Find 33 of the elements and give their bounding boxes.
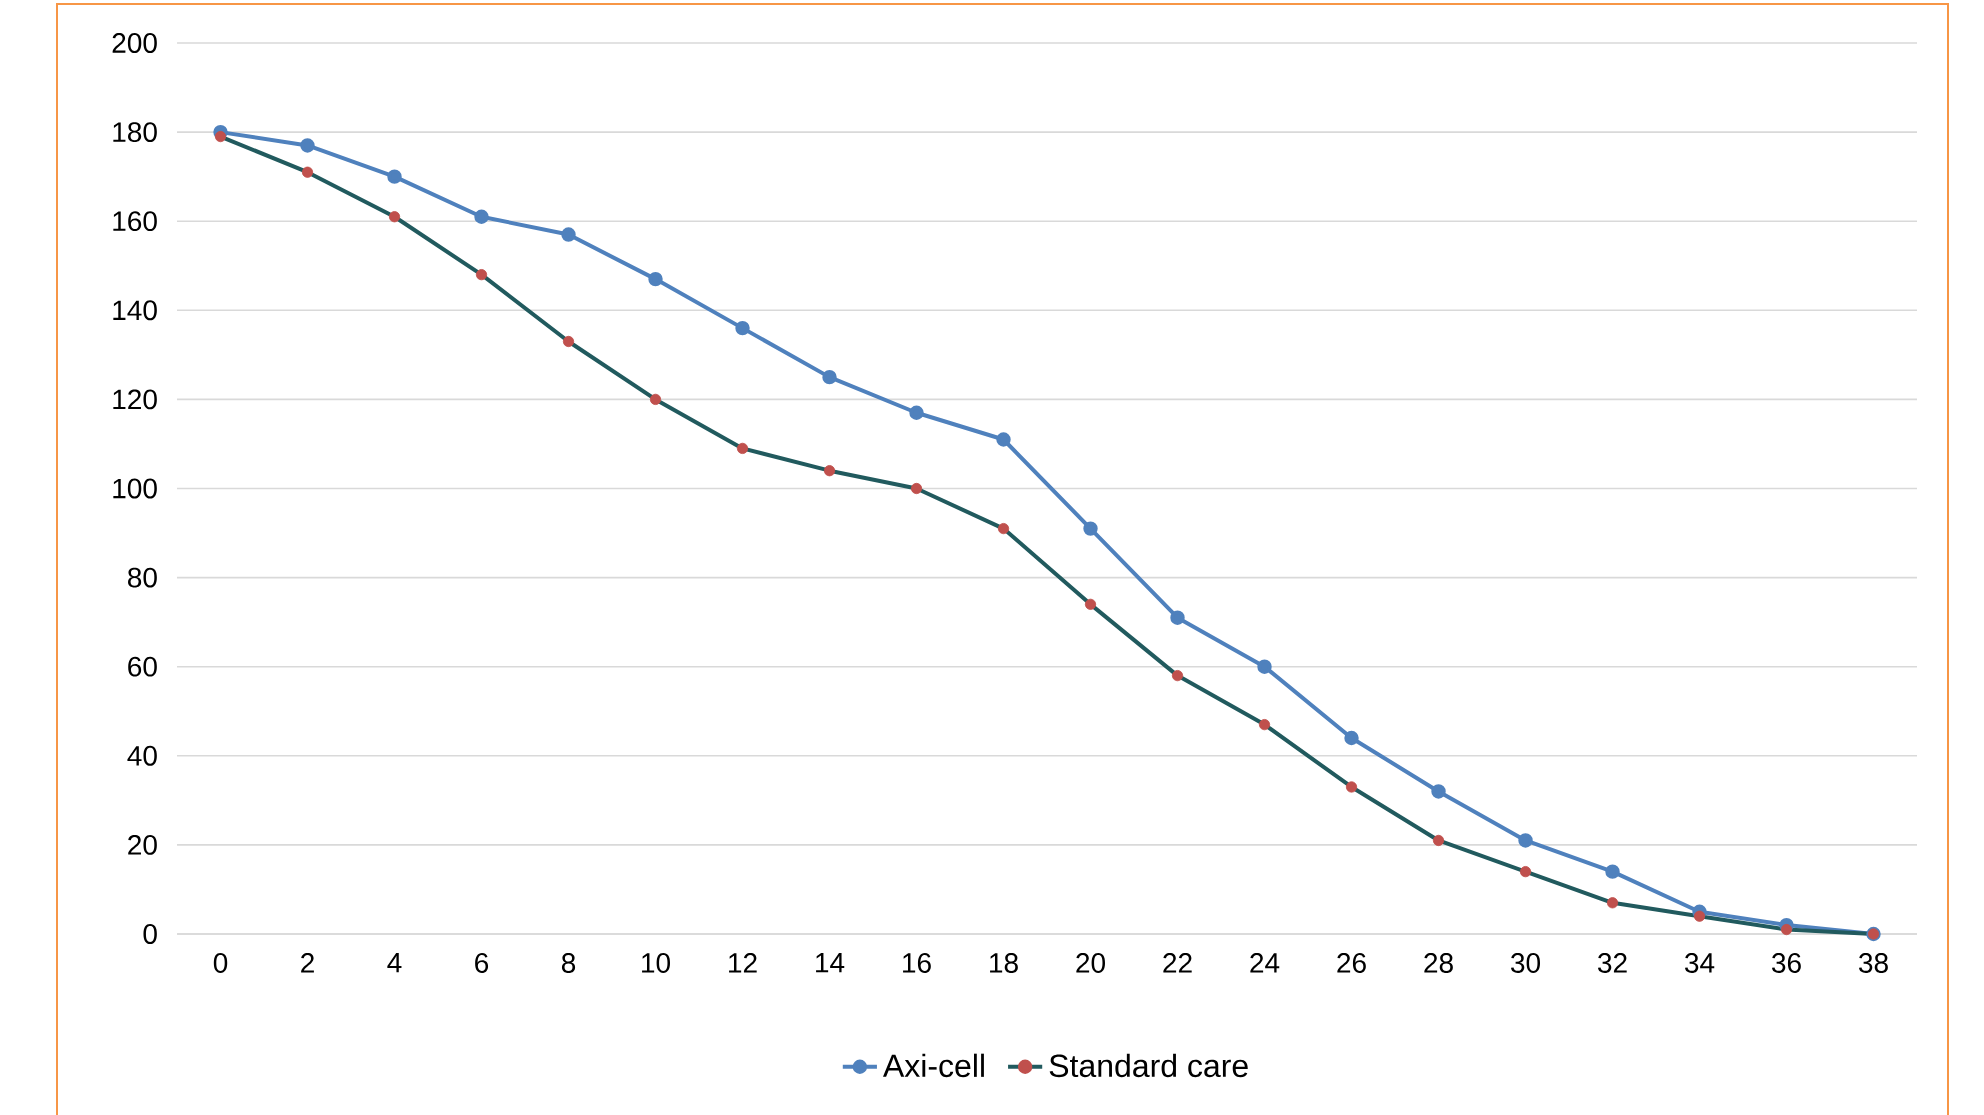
x-tick-label: 34 [1685, 953, 1715, 973]
legend-label: Axi-cell [883, 1053, 984, 1078]
y-tick-label: 120 [113, 389, 157, 410]
x-tick-label: 26 [1337, 953, 1366, 973]
y-tick-label: 160 [113, 211, 157, 232]
x-tick-label: 0 [213, 953, 228, 973]
y-tick-label: 100 [113, 478, 157, 499]
x-tick-label: 38 [1859, 953, 1888, 973]
x-tick-label: 30 [1511, 953, 1540, 973]
x-tick-label: 6 [475, 953, 489, 973]
y-tick-label: 80 [128, 567, 157, 588]
x-tick-label: 18 [990, 953, 1018, 973]
y-tick-label: 60 [128, 656, 157, 677]
x-tick-label: 14 [816, 953, 845, 973]
x-tick-label: 22 [1163, 953, 1192, 973]
x-tick-label: 24 [1250, 953, 1280, 973]
x-tick-label: 2 [301, 953, 314, 973]
x-tick-label: 36 [1772, 953, 1801, 973]
y-tick-label: 0 [143, 924, 157, 944]
x-tick-label: 8 [561, 953, 576, 973]
x-tick-label: 12 [729, 953, 757, 973]
y-tick-label: 20 [128, 834, 157, 855]
y-tick-label: 200 [112, 33, 157, 53]
y-tick-label: 40 [127, 745, 157, 766]
x-tick-label: 32 [1598, 953, 1627, 973]
x-tick-label: 28 [1424, 953, 1453, 973]
x-tick-label: 20 [1076, 953, 1105, 973]
legend-label: Standard care [1049, 1053, 1248, 1078]
x-tick-label: 4 [387, 953, 402, 973]
y-tick-label: 140 [113, 300, 157, 321]
x-tick-label: 10 [642, 953, 670, 973]
x-tick-label: 16 [903, 953, 931, 973]
y-tick-label: 180 [113, 122, 157, 143]
